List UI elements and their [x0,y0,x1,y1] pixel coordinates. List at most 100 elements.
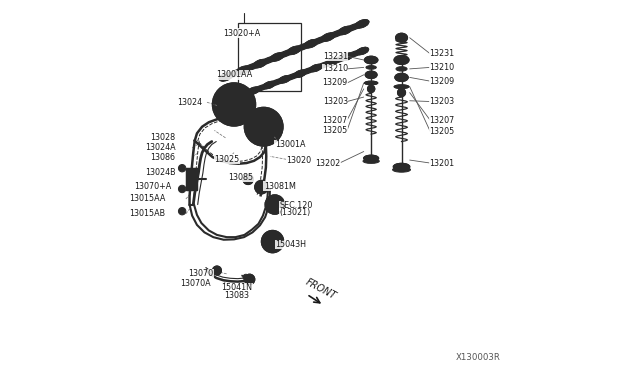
Ellipse shape [321,33,335,42]
Text: 13024A: 13024A [145,143,175,152]
Ellipse shape [364,155,378,161]
Text: 15043H: 15043H [276,240,307,249]
Circle shape [270,200,279,209]
Ellipse shape [340,53,353,61]
Circle shape [258,116,262,120]
Ellipse shape [247,87,260,94]
Ellipse shape [315,38,324,43]
Circle shape [212,266,221,275]
Ellipse shape [304,39,318,48]
Text: 13070A: 13070A [180,279,211,288]
Ellipse shape [309,64,322,72]
Ellipse shape [257,85,266,90]
Circle shape [225,111,230,116]
Ellipse shape [273,80,281,85]
Text: SEC.120: SEC.120 [279,201,312,210]
Ellipse shape [364,56,378,64]
Ellipse shape [253,59,267,68]
Text: 13202: 13202 [315,158,340,167]
Text: 13201: 13201 [429,158,454,167]
Ellipse shape [232,93,244,100]
Circle shape [267,235,278,247]
Ellipse shape [287,46,301,55]
Text: 13001AA: 13001AA [216,70,252,79]
Ellipse shape [364,81,378,85]
Circle shape [259,122,269,132]
Text: 13231: 13231 [429,49,454,58]
Text: 13020+A: 13020+A [223,29,260,38]
Circle shape [248,277,252,282]
Text: 13203: 13203 [429,97,454,106]
Circle shape [242,99,247,104]
Circle shape [221,99,226,104]
Text: 13203: 13203 [323,97,348,106]
Circle shape [270,239,275,244]
Ellipse shape [394,55,409,64]
Ellipse shape [319,63,328,68]
Ellipse shape [247,64,256,70]
Ellipse shape [298,44,307,50]
Ellipse shape [395,73,408,81]
Circle shape [258,184,265,190]
Text: 13209: 13209 [429,77,454,86]
Circle shape [218,88,250,121]
Ellipse shape [219,73,233,81]
Ellipse shape [278,76,291,83]
Ellipse shape [304,68,312,73]
Circle shape [250,113,278,141]
Ellipse shape [365,71,377,78]
Text: 13028: 13028 [150,133,175,142]
Ellipse shape [332,31,341,36]
Text: 13083: 13083 [224,291,249,300]
Text: 13070: 13070 [188,269,213,278]
Circle shape [265,134,269,138]
Text: 13207: 13207 [323,116,348,125]
Ellipse shape [241,91,250,96]
Circle shape [179,164,186,172]
Text: 13209: 13209 [323,78,348,87]
Text: FRONT: FRONT [303,277,337,301]
Circle shape [212,83,255,126]
Circle shape [244,108,283,146]
Ellipse shape [394,163,410,170]
Ellipse shape [397,74,406,80]
Circle shape [232,91,237,96]
Ellipse shape [294,70,307,78]
Ellipse shape [281,51,290,57]
Text: 13001A: 13001A [275,140,305,149]
Circle shape [179,185,186,193]
Circle shape [179,208,186,215]
Circle shape [215,269,219,272]
Ellipse shape [351,51,359,57]
Ellipse shape [338,26,352,35]
Text: 13086: 13086 [150,153,175,161]
Ellipse shape [367,72,376,78]
Circle shape [262,231,284,253]
Text: 13024: 13024 [177,98,202,107]
Ellipse shape [366,65,376,69]
Ellipse shape [288,74,296,79]
Ellipse shape [270,52,284,61]
Text: 15041N: 15041N [221,283,253,292]
Ellipse shape [394,85,409,89]
Text: 13025: 13025 [214,155,239,164]
Ellipse shape [262,81,275,89]
Text: X130003R: X130003R [456,353,501,362]
Text: 13210: 13210 [323,64,348,73]
Circle shape [238,111,243,116]
Text: 13205: 13205 [323,126,348,135]
Circle shape [228,99,240,110]
Bar [239,23,301,91]
Circle shape [244,274,255,285]
Text: 13081M: 13081M [264,182,296,190]
Ellipse shape [264,57,273,63]
Text: 13070+A: 13070+A [134,182,172,190]
Text: 13020: 13020 [287,155,312,164]
Ellipse shape [335,57,343,62]
Ellipse shape [356,47,369,55]
Ellipse shape [325,58,338,66]
Ellipse shape [396,33,408,42]
Circle shape [243,274,249,280]
Text: 13085: 13085 [228,173,253,182]
Circle shape [265,195,284,214]
